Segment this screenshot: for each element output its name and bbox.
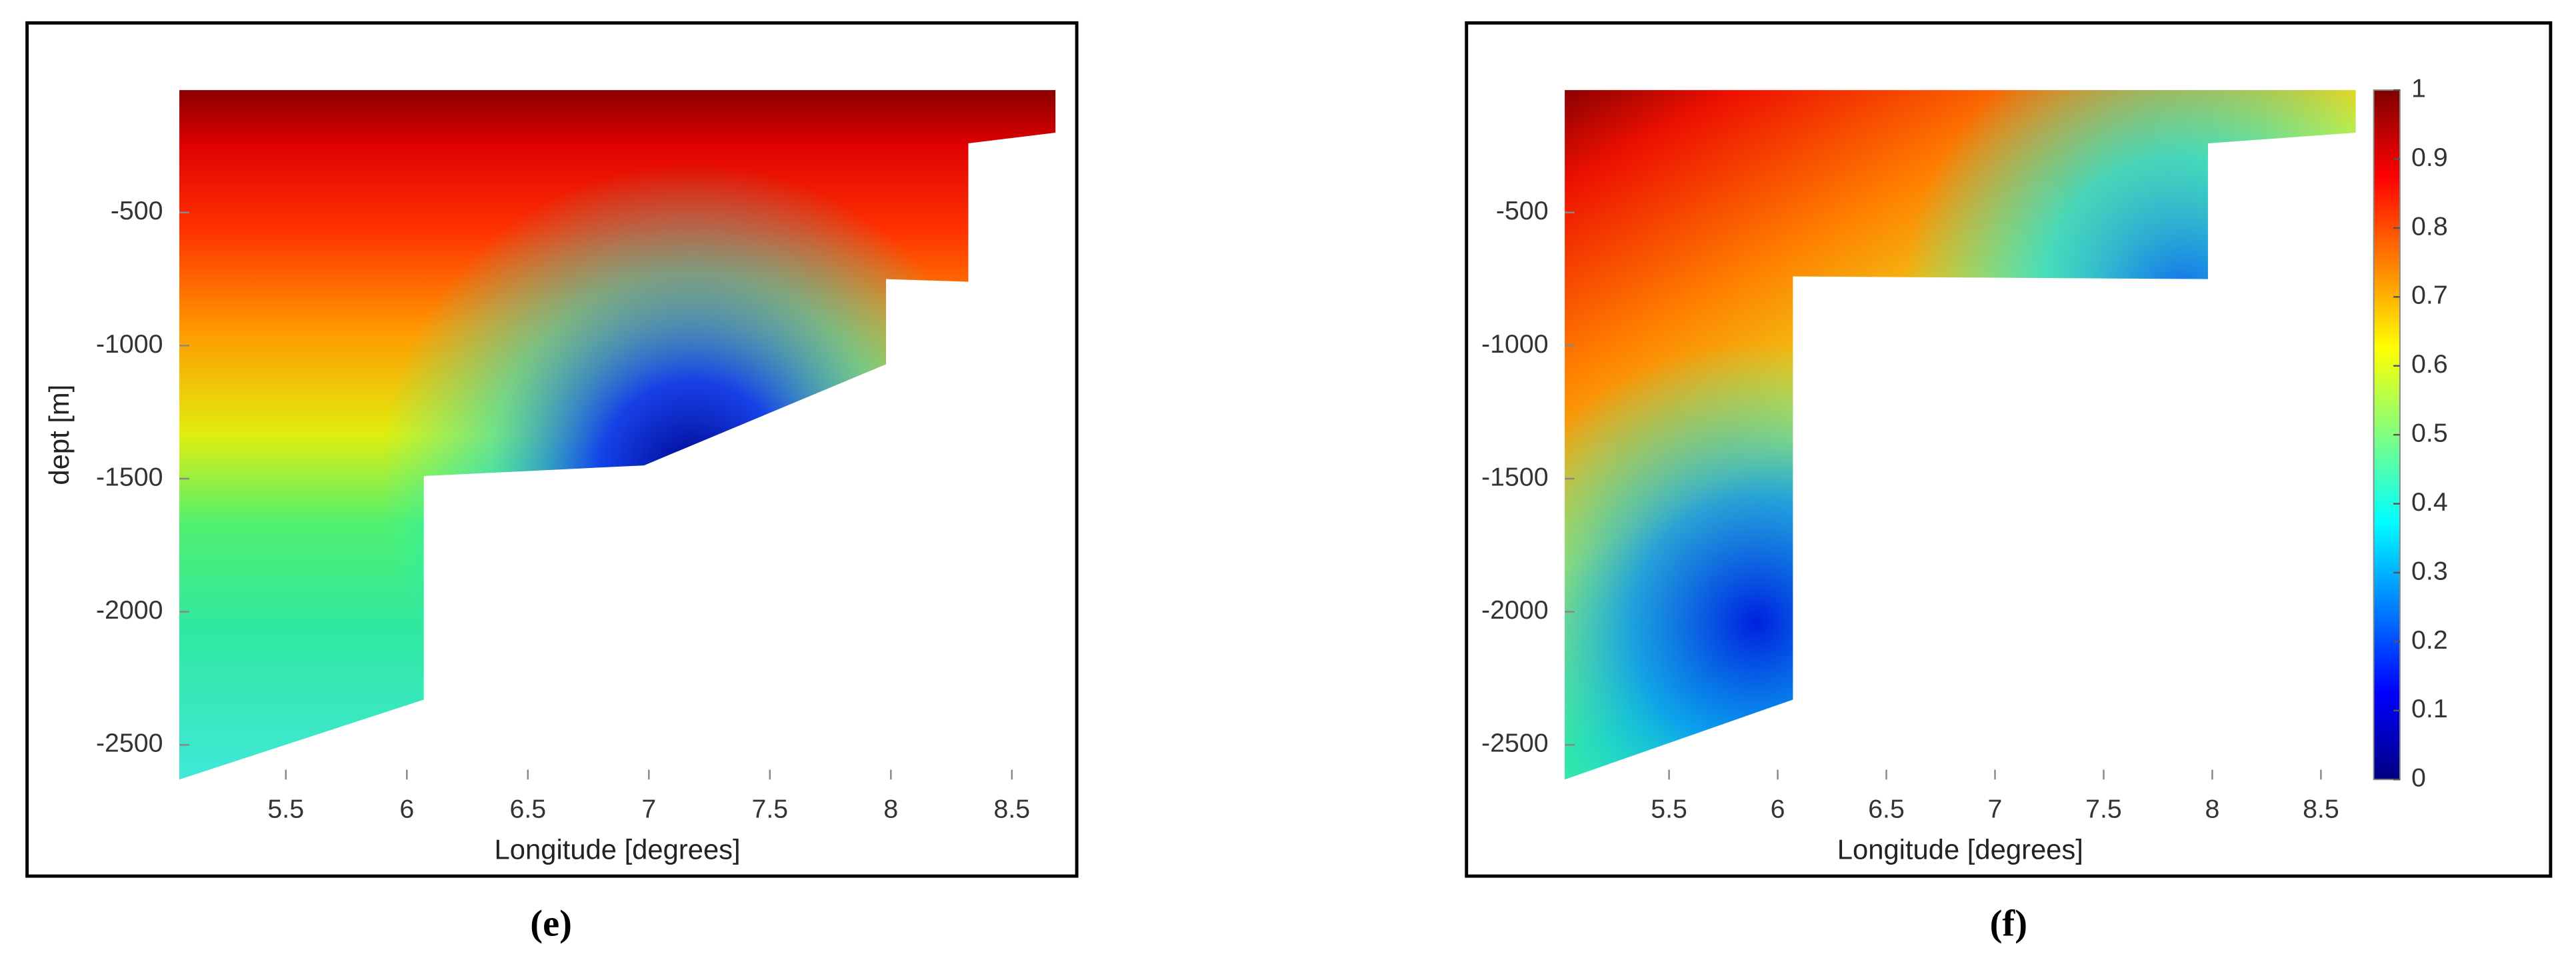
x-tick-label: 7.5 — [2085, 794, 2122, 823]
colorbar-tick-label: 0.3 — [2411, 556, 2448, 585]
x-axis-label: Longitude [degrees] — [1837, 833, 2083, 865]
field-shading — [1565, 90, 2356, 780]
colorbar-tick-label: 0.5 — [2411, 419, 2448, 448]
y-tick-label: -1500 — [1481, 462, 1549, 491]
field-shading — [179, 90, 1056, 780]
y-tick-label: -2500 — [1481, 729, 1549, 758]
x-tick-label: 6.5 — [1868, 794, 1905, 823]
y-tick-label: -500 — [1496, 196, 1549, 225]
y-tick-label: -2000 — [96, 595, 163, 625]
x-tick-label: 8.5 — [2303, 794, 2339, 823]
y-tick-label: -2500 — [96, 729, 163, 758]
panel-frame — [25, 21, 1079, 878]
colorbar-tick-label: 0.1 — [2411, 694, 2448, 723]
x-tick-label: 8.5 — [994, 794, 1031, 823]
y-tick-label: -1500 — [96, 462, 163, 491]
x-tick-label: 6 — [399, 794, 414, 823]
x-tick-label: 7 — [1988, 794, 2003, 823]
colorbar-tick-label: 0.9 — [2411, 143, 2448, 172]
x-tick-label: 7.5 — [752, 794, 789, 823]
y-tick-label: -1000 — [1481, 329, 1549, 359]
y-tick-label: -500 — [111, 196, 163, 225]
colorbar-tick-label: 0.7 — [2411, 281, 2448, 310]
colorbar-tick-label: 0.6 — [2411, 349, 2448, 379]
x-tick-label: 6.5 — [509, 794, 546, 823]
x-axis-label: Longitude [degrees] — [495, 833, 741, 865]
colorbar-tick-label: 1 — [2411, 73, 2426, 103]
x-tick-label: 7 — [641, 794, 656, 823]
panel-frame — [1465, 21, 2553, 878]
x-tick-label: 8 — [2205, 794, 2220, 823]
y-tick-label: -2000 — [1481, 595, 1549, 625]
y-axis-label: dept [m] — [43, 385, 75, 485]
colorbar-tick-label: 0.4 — [2411, 487, 2448, 517]
y-tick-label: -1000 — [96, 329, 163, 359]
panel-label: (e) — [530, 903, 572, 944]
x-tick-label: 5.5 — [267, 794, 304, 823]
colorbar-tick-label: 0.2 — [2411, 625, 2448, 655]
x-tick-label: 5.5 — [1651, 794, 1687, 823]
colorbar-tick-label: 0 — [2411, 763, 2426, 793]
x-tick-label: 6 — [1771, 794, 1785, 823]
colorbar-tick-label: 0.8 — [2411, 211, 2448, 241]
panel-label: (f) — [1990, 903, 2027, 944]
x-tick-label: 8 — [883, 794, 898, 823]
